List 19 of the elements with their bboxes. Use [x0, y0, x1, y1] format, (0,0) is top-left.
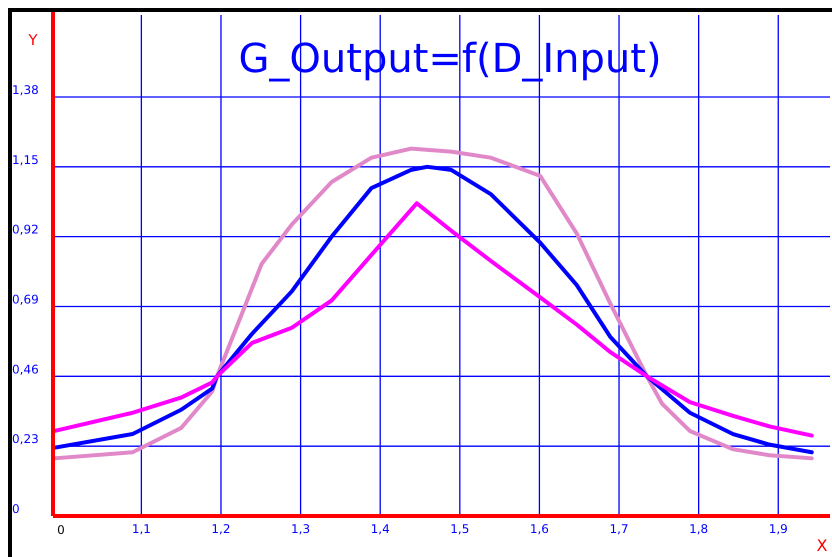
x-tick-label: 1,7: [609, 522, 629, 536]
x-tick-label: 1,8: [689, 522, 708, 536]
x-tick-label: 1,6: [530, 522, 549, 536]
x-tick-label: 1,2: [211, 522, 231, 536]
y-tick-label: 0,46: [12, 362, 39, 376]
x-tick-label: 1,5: [450, 522, 470, 536]
y-tick-label: 0,92: [12, 222, 39, 237]
x-tick-label: 1,1: [132, 522, 151, 536]
x-tick-label: 1,4: [370, 522, 390, 536]
y-tick-label: 1,38: [12, 82, 39, 97]
text: 0: [57, 523, 65, 537]
y-tick-label: 0,23: [12, 432, 39, 446]
x-axis-title: X: [816, 536, 828, 555]
y-tick-label: 0: [12, 502, 20, 516]
x-tick-label: 1,9: [768, 522, 788, 536]
y-tick-label: 0,69: [12, 292, 39, 306]
y-axis-title: Y: [27, 31, 38, 49]
y-tick-label: 1,15: [12, 152, 39, 167]
x-tick-label: 1,3: [291, 522, 310, 536]
